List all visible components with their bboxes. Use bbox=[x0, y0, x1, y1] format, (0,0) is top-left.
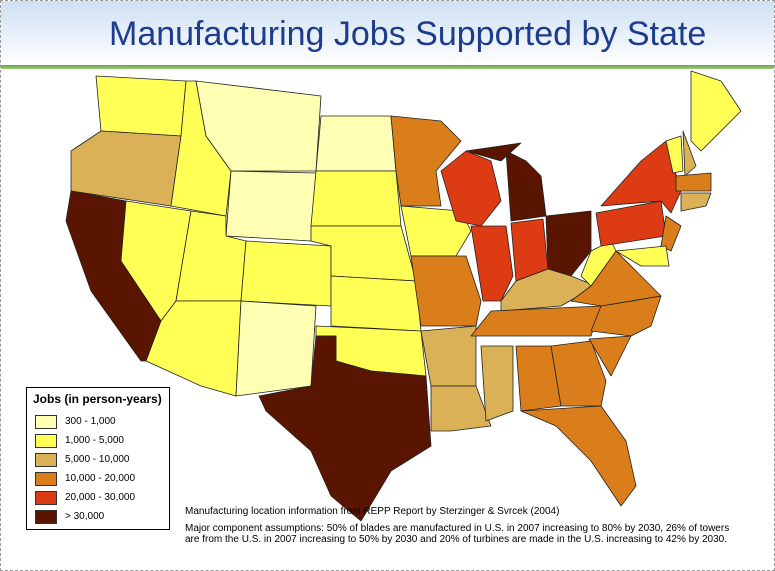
state bbox=[258, 335, 432, 522]
legend-title: Jobs (in person-years) bbox=[33, 392, 162, 406]
legend-item: 1,000 - 5,000 bbox=[33, 431, 163, 450]
state bbox=[595, 200, 667, 247]
state bbox=[430, 385, 492, 432]
state bbox=[680, 192, 712, 212]
title: Manufacturing Jobs Supported by State bbox=[109, 15, 707, 53]
state bbox=[420, 325, 477, 387]
legend-label: 5,000 - 10,000 bbox=[65, 454, 130, 465]
legend-label: 20,000 - 30,000 bbox=[65, 492, 136, 503]
legend: Jobs (in person-years) 300 - 1,000 1,000 … bbox=[26, 387, 170, 530]
legend-items: 300 - 1,000 1,000 - 5,000 5,000 - 10,000 10… bbox=[33, 412, 163, 526]
state bbox=[240, 240, 332, 307]
state bbox=[400, 205, 472, 257]
state bbox=[480, 345, 514, 422]
legend-swatch bbox=[35, 433, 57, 448]
legend-item: 5,000 - 10,000 bbox=[33, 450, 163, 469]
legend-label: > 30,000 bbox=[65, 511, 105, 522]
state bbox=[330, 275, 422, 332]
note-source: Manufacturing location information from … bbox=[185, 506, 560, 517]
state bbox=[550, 340, 607, 407]
state bbox=[660, 215, 682, 252]
state bbox=[665, 135, 684, 174]
notes: Manufacturing location information from … bbox=[185, 506, 735, 545]
state bbox=[390, 115, 462, 207]
state bbox=[470, 225, 514, 302]
legend-label: 300 - 1,000 bbox=[65, 416, 116, 427]
state bbox=[690, 70, 742, 152]
state bbox=[682, 130, 697, 177]
legend-swatch bbox=[35, 414, 57, 429]
legend-swatch bbox=[35, 490, 57, 505]
legend-swatch bbox=[35, 452, 57, 467]
header-line bbox=[1, 65, 774, 69]
state bbox=[465, 142, 522, 162]
legend-item: > 30,000 bbox=[33, 507, 163, 526]
state bbox=[615, 245, 670, 267]
state bbox=[470, 305, 602, 337]
legend-item: 300 - 1,000 bbox=[33, 412, 163, 431]
state bbox=[545, 210, 592, 277]
state bbox=[225, 170, 317, 242]
legend-swatch bbox=[35, 509, 57, 524]
state bbox=[588, 335, 632, 377]
state bbox=[410, 255, 482, 327]
legend-swatch bbox=[35, 471, 57, 486]
state bbox=[195, 80, 322, 172]
legend-item: 10,000 - 20,000 bbox=[33, 469, 163, 488]
legend-label: 1,000 - 5,000 bbox=[65, 435, 124, 446]
states bbox=[65, 70, 742, 522]
state bbox=[505, 150, 547, 222]
state bbox=[675, 172, 712, 192]
legend-label: 10,000 - 20,000 bbox=[65, 473, 136, 484]
state bbox=[235, 300, 317, 397]
legend-item: 20,000 - 30,000 bbox=[33, 488, 163, 507]
state bbox=[590, 295, 662, 337]
state bbox=[310, 170, 402, 227]
state bbox=[315, 115, 397, 172]
state bbox=[95, 75, 187, 137]
state bbox=[520, 405, 637, 507]
header bbox=[1, 1, 774, 65]
note-assumptions: Major component assumptions: 50% of blad… bbox=[185, 523, 730, 545]
